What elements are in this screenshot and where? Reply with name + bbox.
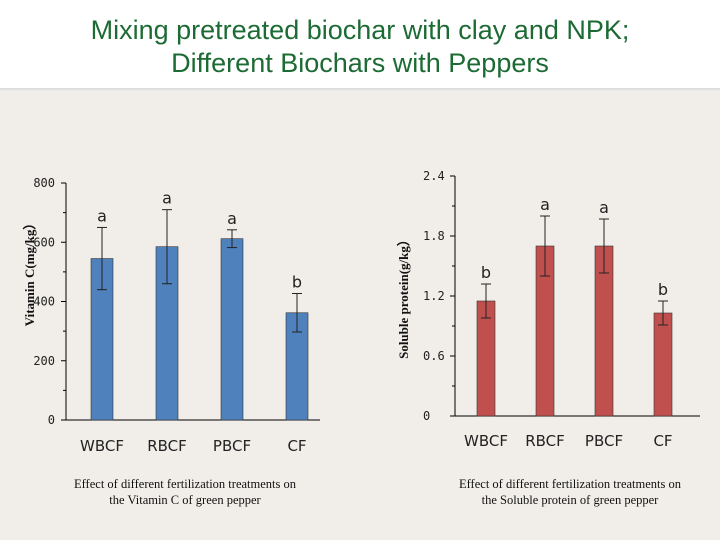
soluble-protein-caption-line-1: Effect of different fertilization treatm… [458,477,681,491]
vitamin-c-category-label: WBCF [80,437,124,455]
slide-title-line-2: Different Biochars with Peppers [171,48,549,78]
soluble-protein-tick-label: 0.6 [423,349,445,363]
header-divider [0,88,720,92]
soluble-protein-significance-letter: b [481,263,491,282]
vitamin-c-tick-label: 800 [33,176,55,190]
vitamin-c-caption: Effect of different fertilization treatm… [40,476,330,508]
soluble-protein-caption-line-2: the Soluble protein of green pepper [481,493,659,507]
soluble-protein-category-label: PBCF [585,432,623,450]
vitamin-c-significance-letter: b [292,273,302,292]
soluble-protein-tick-label: 2.4 [423,169,445,183]
vitamin-c-significance-letter: a [162,189,172,208]
soluble-protein-significance-letter: a [599,198,609,217]
soluble-protein-category-label: RBCF [525,432,565,450]
soluble-protein-tick-label: 0 [423,409,430,423]
slide-title-line-1: Mixing pretreated biochar with clay and … [90,15,630,45]
soluble-protein-caption: Effect of different fertilization treatm… [420,476,720,508]
soluble-protein-tick-label: 1.2 [423,289,445,303]
vitamin-c-y-axis-label: Vitamin C(mg/kg） [22,217,37,327]
slide-title: Mixing pretreated biochar with clay and … [0,14,720,80]
vitamin-c-tick-label: 400 [33,295,55,309]
soluble-protein-error-bar-rbcf [540,215,550,277]
vitamin-c-tick-label: 200 [33,354,55,368]
soluble-protein-bar-cf [653,312,673,417]
soluble-protein-tick-label: 1.8 [423,229,445,243]
vitamin-c-category-label: RBCF [147,437,187,455]
soluble-protein-error-bar-wbcf [481,283,491,319]
vitamin-c-category-label: PBCF [213,437,251,455]
vitamin-c-tick-label: 600 [33,235,55,249]
vitamin-c-caption-line-2: the Vitamin C of green pepper [109,493,261,507]
soluble-protein-error-bar-pbcf [599,218,609,274]
soluble-protein-error-bar-cf [658,300,668,326]
vitamin-c-error-bar-pbcf [227,229,237,249]
soluble-protein-y-axis-label: Soluble protein(g/kg） [396,233,411,359]
vitamin-c-caption-line-1: Effect of different fertilization treatm… [73,477,296,491]
vitamin-c-error-bar-wbcf [97,226,107,291]
soluble-protein-significance-letter: b [658,280,668,299]
vitamin-c-error-bar-rbcf [162,209,172,285]
vitamin-c-tick-label: 0 [48,413,55,427]
soluble-protein-category-label: WBCF [464,432,508,450]
vitamin-c-error-bar-cf [292,293,302,333]
vitamin-c-significance-letter: a [97,206,107,225]
soluble-protein-category-label: CF [653,432,672,450]
slide-header [0,0,720,88]
vitamin-c-significance-letter: a [227,209,237,228]
soluble-protein-y-axis: 0 0.6 1.2 1.8 2.4 [423,169,700,423]
soluble-protein-significance-letter: a [540,195,550,214]
vitamin-c-category-label: CF [287,437,306,455]
